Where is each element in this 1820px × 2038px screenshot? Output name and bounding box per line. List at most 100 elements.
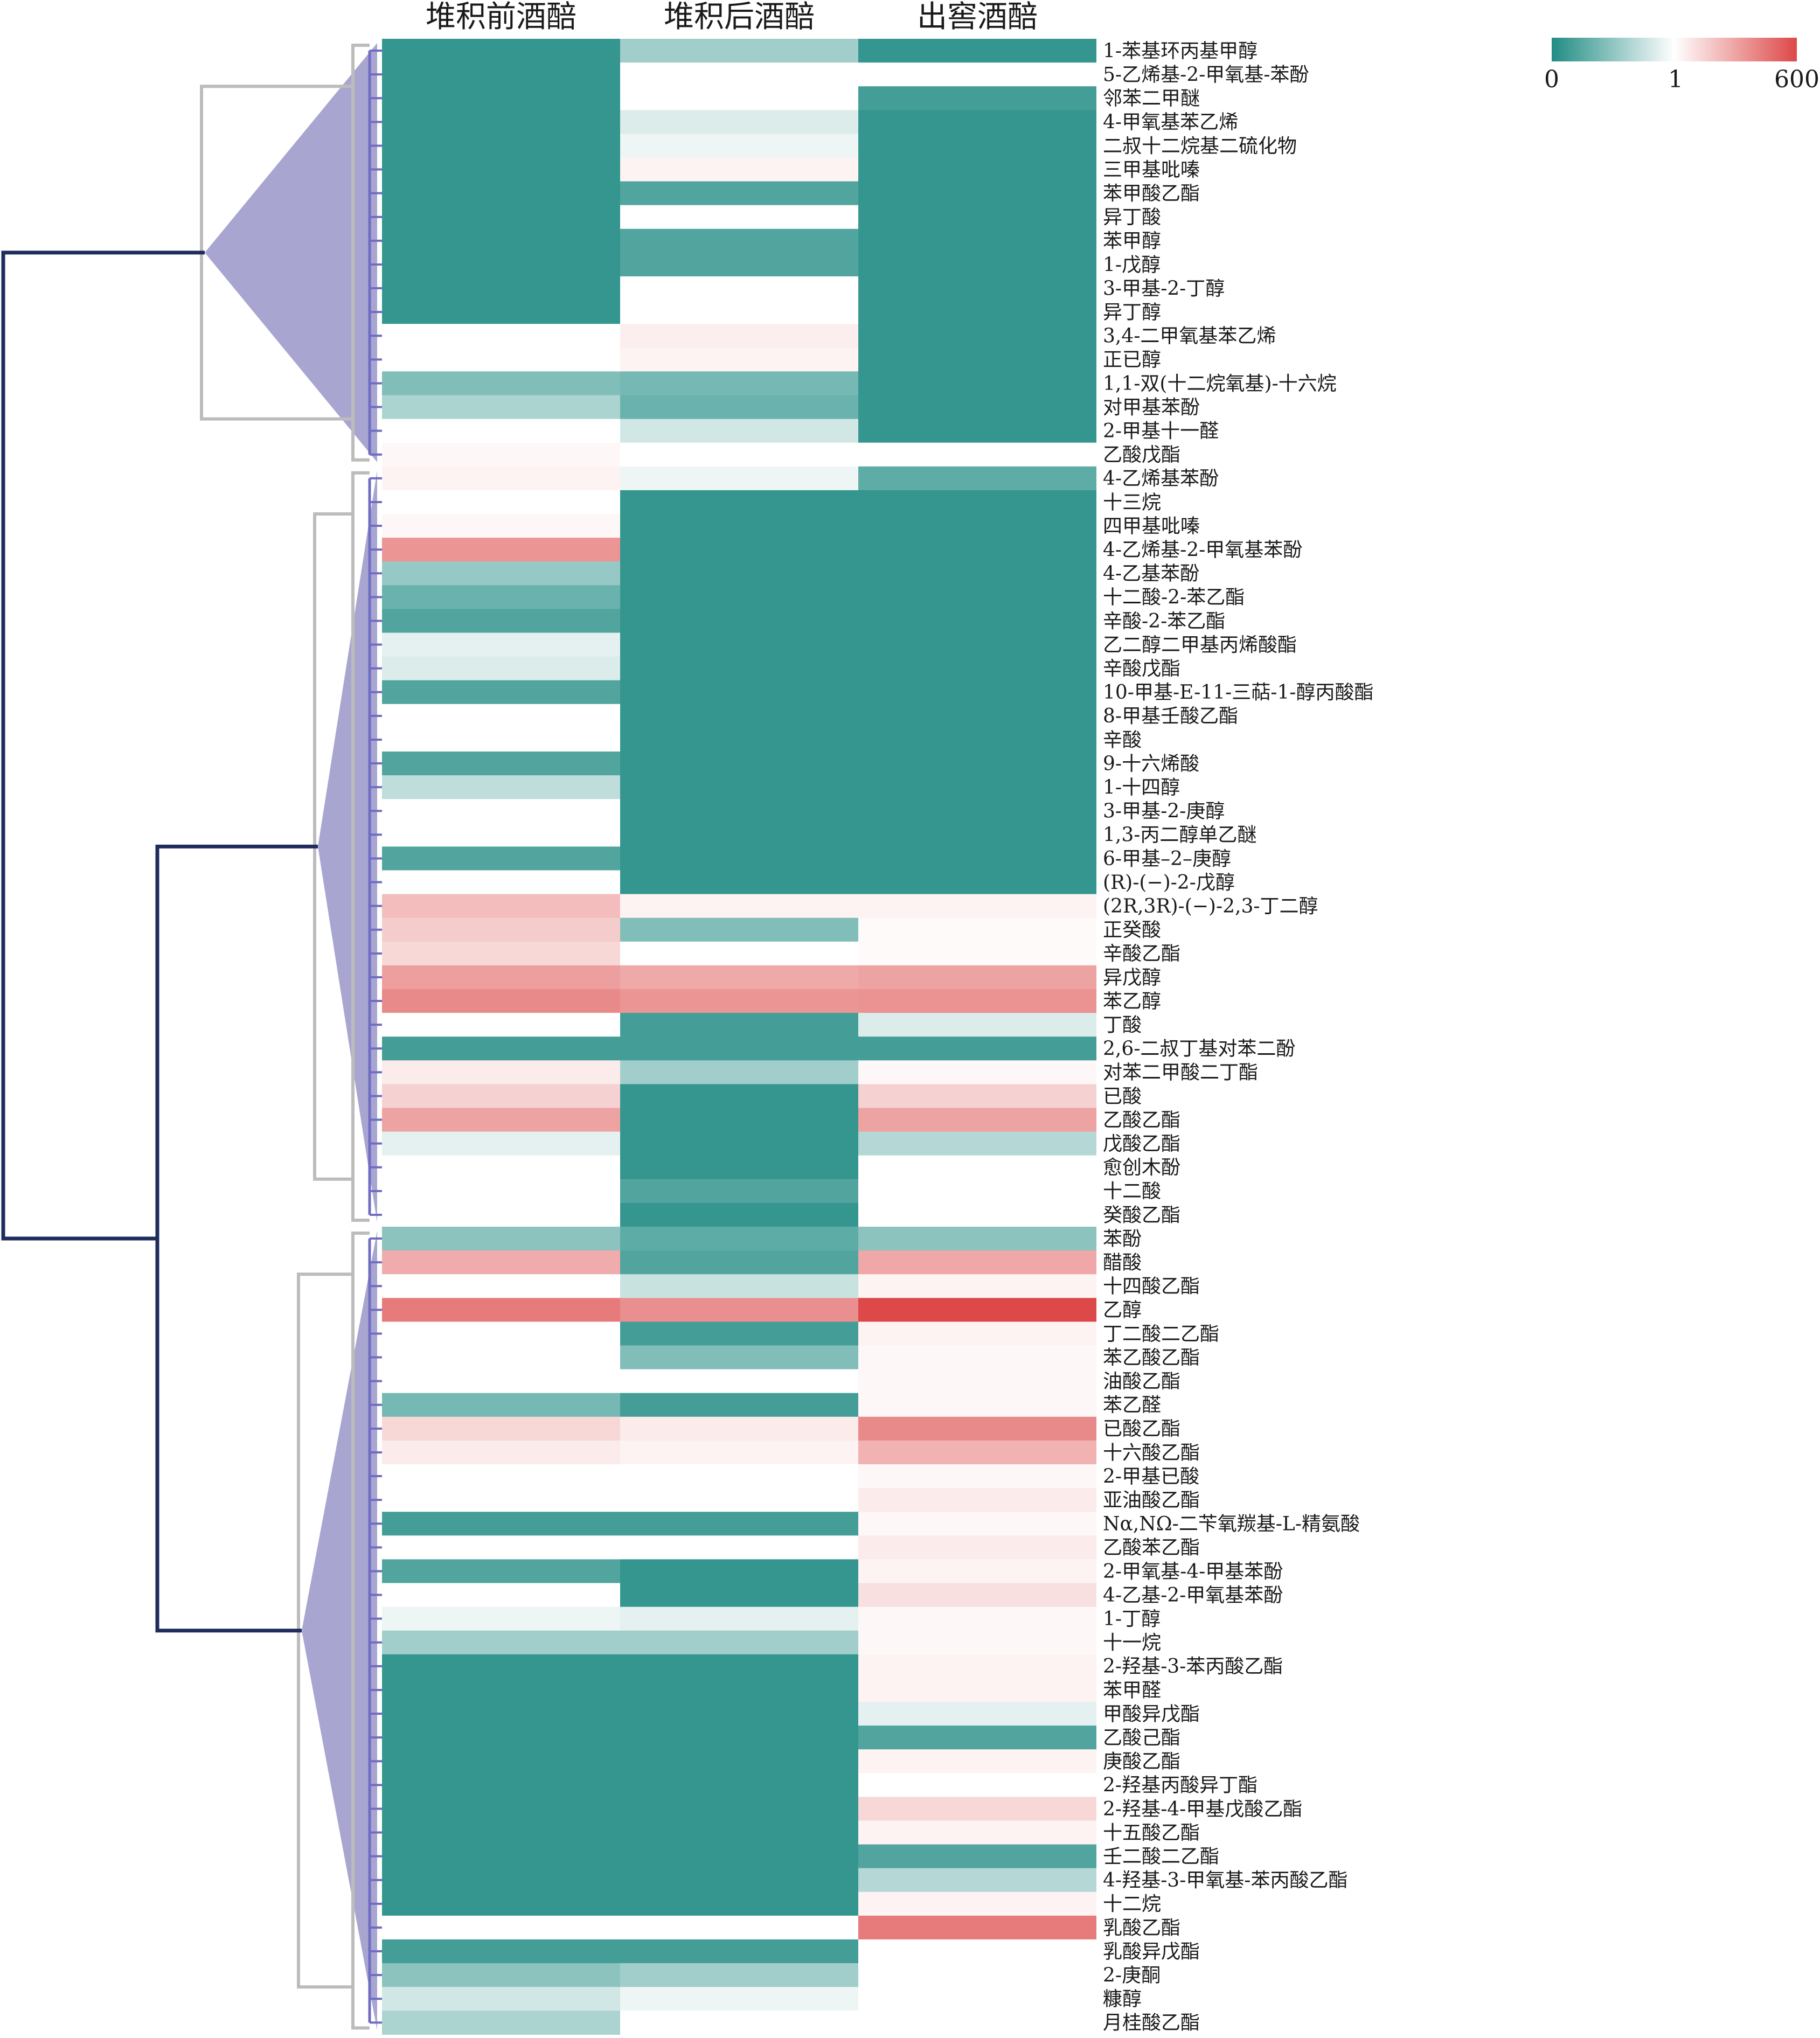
heatmap-cell: [858, 134, 1096, 158]
heatmap-cell: [382, 965, 620, 990]
heatmap-cell: [620, 1891, 858, 1916]
heatmap-cell: [382, 752, 620, 776]
heatmap-cell: [620, 917, 858, 942]
heatmap-cell: [382, 1345, 620, 1370]
heatmap-cell: [620, 134, 858, 158]
row-label: 已酸: [1103, 1086, 1142, 1108]
row-label: 乙酸乙酯: [1103, 1109, 1180, 1131]
heatmap-cell: [382, 1013, 620, 1037]
heatmap-cell: [858, 1084, 1096, 1109]
row-label: (2R,3R)-(−)-2,3-丁二醇: [1103, 895, 1318, 917]
heatmap-cell: [382, 941, 620, 966]
heatmap-cell: [382, 1321, 620, 1346]
heatmap-cell: [858, 561, 1096, 586]
heatmap-cell: [620, 466, 858, 491]
heatmap-cell: [620, 1416, 858, 1441]
heatmap-cell: [382, 1773, 620, 1797]
heatmap-cell: [620, 347, 858, 372]
heatmap-cell: [858, 1321, 1096, 1346]
dendrogram-branch: [155, 844, 318, 1633]
heatmap-cell: [620, 561, 858, 586]
heatmap-cell: [382, 799, 620, 823]
heatmap-cell: [620, 1630, 858, 1655]
heatmap-cell: [858, 1844, 1096, 1869]
dendrogram-branch: [351, 44, 370, 462]
heatmap-cell: [858, 1298, 1096, 1322]
heatmap-cell: [382, 181, 620, 206]
heatmap-cell: [382, 1630, 620, 1655]
heatmap-cell: [620, 62, 858, 87]
heatmap-cell: [620, 395, 858, 420]
row-label: 4-甲氧基苯乙烯: [1103, 112, 1238, 134]
dendrogram-branch: [1, 251, 205, 1241]
heatmap-cell: [620, 1654, 858, 1679]
heatmap-cell: [382, 39, 620, 63]
heatmap-cell: [620, 1488, 858, 1512]
heatmap-cell: [620, 39, 858, 63]
row-label: 对苯二甲酸二丁酯: [1103, 1062, 1258, 1084]
heatmap-cell: [620, 1844, 858, 1869]
heatmap-cell: [382, 1155, 620, 1180]
heatmap-cell: [620, 894, 858, 919]
heatmap-cell: [620, 585, 858, 609]
heatmap-cell: [620, 1987, 858, 2011]
heatmap-cell: [858, 1797, 1096, 1821]
heatmap-cell: [858, 228, 1096, 253]
heatmap-cell: [382, 1559, 620, 1584]
row-label: 2,6-二叔丁基对苯二酚: [1103, 1038, 1295, 1060]
row-label: 2-甲氧基-4-甲基苯酚: [1103, 1561, 1283, 1583]
row-label: 丁二酸二乙酯: [1103, 1323, 1219, 1345]
row-label: 10-甲基-E-11-三萜-1-醇丙酸酯: [1103, 681, 1373, 704]
heatmap-cell: [858, 846, 1096, 871]
heatmap-cell: [858, 466, 1096, 491]
heatmap-cell: [858, 252, 1096, 277]
heatmap-cell: [620, 1559, 858, 1584]
heatmap-cell: [620, 1084, 858, 1109]
heatmap-cell: [382, 1654, 620, 1679]
heatmap-cell: [858, 632, 1096, 657]
row-label: 1,1-双(十二烷氧基)-十六烷: [1103, 373, 1337, 395]
heatmap-cell: [620, 1298, 858, 1322]
heatmap-cell: [382, 1179, 620, 1204]
heatmap-cell: [620, 1939, 858, 1964]
heatmap-cell: [382, 1416, 620, 1441]
heatmap-cell: [858, 1131, 1096, 1156]
heatmap-cell: [382, 1939, 620, 1964]
heatmap-cell: [382, 1891, 620, 1916]
heatmap-cell: [858, 86, 1096, 110]
row-label: 苯甲酸乙酯: [1103, 183, 1200, 205]
heatmap-cell: [620, 1797, 858, 1821]
row-label: 丁酸: [1103, 1014, 1142, 1037]
heatmap-cell: [382, 1037, 620, 1061]
row-label: 6-甲基–2–庚醇: [1103, 848, 1231, 870]
heatmap-cell: [620, 300, 858, 324]
heatmap-cell: [620, 870, 858, 895]
heatmap-cell: [382, 419, 620, 443]
row-label: Nα,NΩ-二苄氧羰基-L-精氨酸: [1103, 1513, 1360, 1535]
heatmap-cell: [620, 1202, 858, 1227]
column-labels: 堆积前酒醅 堆积后酒醅 出窖酒醅: [426, 0, 1038, 34]
heatmap-cell: [620, 276, 858, 301]
heatmap-cell: [858, 324, 1096, 348]
heatmap-cell: [620, 181, 858, 206]
row-label: 正已醇: [1103, 349, 1161, 371]
heatmap-cell: [858, 727, 1096, 752]
heatmap-cell: [382, 1298, 620, 1322]
heatmap-cell: [382, 86, 620, 110]
heatmap-cell: [620, 1820, 858, 1845]
row-label: 苯乙酸乙酯: [1103, 1347, 1200, 1369]
heatmap-cell: [620, 1393, 858, 1417]
heatmap-cell: [858, 1464, 1096, 1488]
heatmap-cell: [382, 775, 620, 799]
heatmap-cell: [858, 1559, 1096, 1584]
heatmap-cell: [382, 1274, 620, 1298]
row-label: 3-甲基-2-丁醇: [1103, 277, 1225, 300]
row-label: (R)-(−)-2-戊醇: [1103, 872, 1235, 894]
heatmap-cell: [858, 1393, 1096, 1417]
row-label: 十二烷: [1103, 1893, 1161, 1915]
heatmap-cell: [382, 1749, 620, 1773]
row-label: 1-戊醇: [1103, 254, 1161, 276]
heatmap-cell: [620, 1060, 858, 1084]
heatmap-cell: [858, 419, 1096, 443]
row-label: 糠醇: [1103, 1988, 1142, 2011]
